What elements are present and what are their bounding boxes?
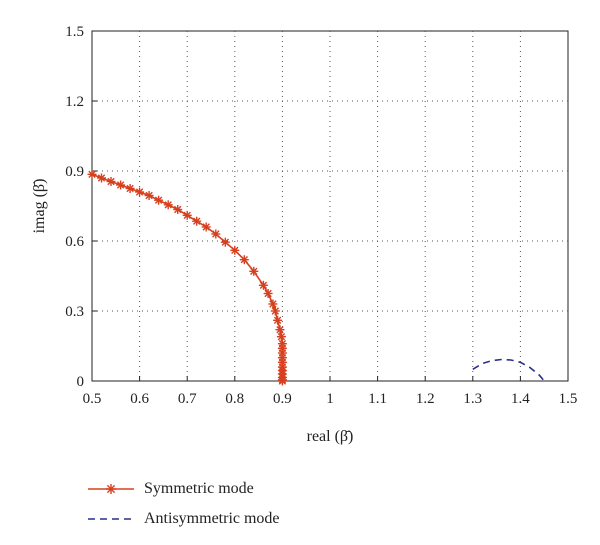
- legend-label-antisymmetric: Antisymmetric mode: [144, 510, 280, 527]
- data-point-symmetric: [116, 180, 126, 190]
- data-point-symmetric: [220, 237, 230, 247]
- y-axis-label: imag (β̄): [31, 179, 48, 234]
- data-point-symmetric: [201, 222, 211, 232]
- y-tick-label: 0.6: [65, 234, 84, 250]
- y-tick-label: 0.3: [65, 304, 84, 320]
- y-axis-ticks: 0 0.3 0.6 0.9 1.2 1.5: [65, 24, 97, 390]
- x-tick-label: 1: [326, 391, 334, 407]
- y-tick-label: 0.9: [65, 164, 84, 180]
- data-point-symmetric: [258, 280, 268, 290]
- data-point-symmetric: [125, 184, 135, 193]
- data-point-symmetric: [275, 325, 285, 335]
- data-point-symmetric: [97, 173, 106, 183]
- x-tick-label: 0.8: [225, 391, 244, 407]
- series-line-symmetric: [91, 173, 284, 381]
- data-point-symmetric: [192, 216, 202, 226]
- data-point-symmetric: [154, 195, 164, 205]
- x-tick-label: 0.6: [130, 391, 149, 407]
- x-tick-label: 1.2: [416, 391, 435, 407]
- data-point-symmetric: [182, 210, 192, 220]
- grid: [92, 31, 568, 381]
- data-point-symmetric: [270, 306, 280, 316]
- x-axis-ticks: 0.5 0.6 0.7 0.8 0.9 1 1.1 1.2 1.3 1.4 1.5: [83, 376, 578, 407]
- series-layer: [87, 169, 545, 386]
- data-point-symmetric: [239, 255, 249, 265]
- data-point-symmetric: [173, 205, 183, 214]
- data-point-symmetric: [144, 191, 154, 200]
- data-point-symmetric: [263, 289, 273, 298]
- legend-swatch-antisymmetric: [88, 518, 134, 520]
- y-tick-label: 0: [77, 374, 85, 390]
- legend-label-symmetric: Symmetric mode: [144, 480, 254, 497]
- x-tick-label: 0.5: [83, 391, 102, 407]
- data-point-symmetric: [106, 177, 116, 186]
- data-point-symmetric: [211, 229, 221, 239]
- legend-item-symmetric: Symmetric mode: [88, 474, 280, 504]
- data-point-symmetric: [230, 245, 240, 255]
- x-tick-label: 1.3: [463, 391, 482, 407]
- data-point-symmetric: [277, 376, 287, 386]
- x-axis-label: real (β̄): [307, 428, 354, 445]
- data-point-symmetric: [163, 200, 173, 210]
- chart: 0.5 0.6 0.7 0.8 0.9 1 1.1 1.2 1.3 1.4 1.5 00.30.60…: [31, 24, 578, 445]
- legend-swatch-symmetric: [88, 484, 134, 494]
- series-line-antisymmetric: [472, 358, 545, 382]
- y-tick-label: 1.2: [65, 94, 84, 110]
- x-tick-label: 0.7: [178, 391, 197, 407]
- x-tick-label: 0.9: [273, 391, 292, 407]
- data-point-symmetric: [135, 187, 145, 197]
- x-tick-label: 1.4: [511, 391, 530, 407]
- y-tick-label: 1.5: [65, 24, 84, 40]
- data-point-symmetric: [249, 266, 259, 276]
- x-tick-label: 1.5: [559, 391, 578, 407]
- legend: Symmetric mode Antisymmetric mode: [88, 474, 280, 534]
- legend-item-antisymmetric: Antisymmetric mode: [88, 504, 280, 534]
- data-point-symmetric: [273, 315, 283, 325]
- data-point-symmetric: [87, 169, 97, 179]
- x-tick-label: 1.1: [368, 391, 387, 407]
- data-point-symmetric: [276, 332, 286, 342]
- data-point-symmetric: [268, 299, 278, 309]
